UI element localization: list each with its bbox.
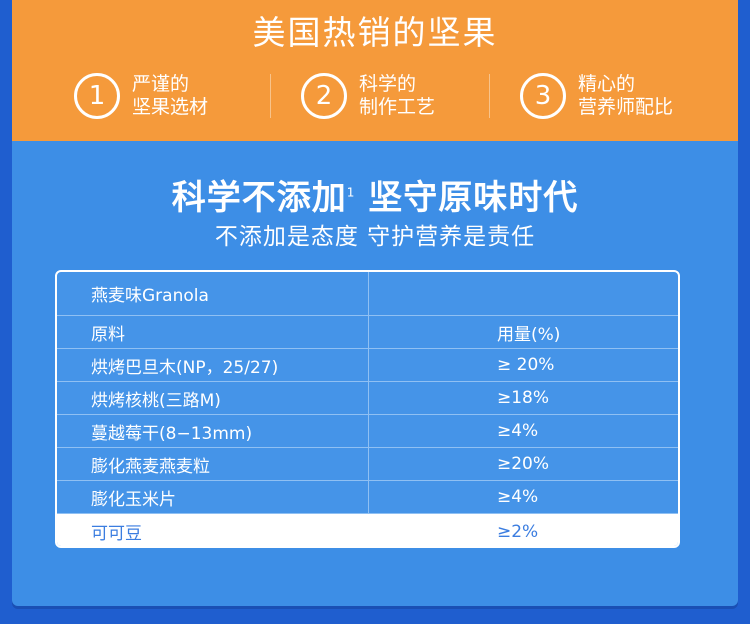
feature-1: 1 严谨的 坚果选材 [74, 70, 270, 122]
ingredient-amount: ≥4% [497, 487, 539, 507]
table-title: 燕麦味Granola [57, 272, 369, 315]
headline-footnote: 1 [346, 185, 356, 200]
table-row-highlighted: 可可豆 ≥2% [57, 514, 678, 546]
feature-2: 2 科学的 制作工艺 [271, 70, 489, 122]
feature-text-2: 科学的 制作工艺 [359, 73, 435, 119]
feature-text-3: 精心的 营养师配比 [578, 73, 673, 119]
orange-header-band: 美国热销的坚果 1 严谨的 坚果选材 2 科学的 制作工艺 3 精心的 营养师配… [12, 0, 738, 141]
headline: 科学不添加1 坚守原味时代 [0, 170, 750, 219]
ingredient-name: 烘烤核桃(三路M) [57, 382, 369, 414]
table-title-empty [369, 272, 678, 315]
feature-3-line2: 营养师配比 [578, 96, 674, 118]
table-row: 蔓越莓干(8−13mm) ≥4% [57, 415, 678, 448]
feature-2-line2: 制作工艺 [359, 96, 436, 118]
ingredient-amount: ≥2% [497, 521, 539, 542]
table-row: 烘烤核桃(三路M) ≥18% [57, 382, 678, 415]
subheadline: 不添加是态度 守护营养是责任 [214, 224, 536, 250]
feature-row: 1 严谨的 坚果选材 2 科学的 制作工艺 3 精心的 营养师配比 [74, 70, 714, 122]
feature-text-1: 严谨的 坚果选材 [132, 73, 208, 119]
ingredient-name: 烘烤巴旦木(NP，25/27) [57, 349, 369, 381]
feature-1-line1: 严谨的 [132, 73, 190, 95]
number-circle-3: 3 [520, 73, 566, 119]
number-circle-1: 1 [74, 73, 120, 119]
table-row: 烘烤巴旦木(NP，25/27) ≥ 20% [57, 349, 678, 382]
feature-3: 3 精心的 营养师配比 [490, 70, 673, 122]
feature-3-line1: 精心的 [578, 73, 636, 95]
feature-divider [489, 74, 490, 118]
header-title: 美国热销的坚果 [252, 13, 498, 52]
table-title-row: 燕麦味Granola [57, 272, 678, 316]
ingredient-amount: ≥18% [497, 388, 550, 408]
table-header-row: 原料 用量(%) [57, 316, 678, 349]
ingredient-name: 蔓越莓干(8−13mm) [57, 415, 369, 447]
table-row: 膨化玉米片 ≥4% [57, 481, 678, 514]
feature-divider [270, 74, 271, 118]
ingredient-amount: ≥ 20% [497, 355, 555, 375]
ingredient-name: 可可豆 [57, 514, 369, 546]
feature-2-line1: 科学的 [359, 73, 417, 95]
ingredient-amount: ≥20% [497, 454, 550, 474]
ingredient-name: 膨化玉米片 [57, 481, 369, 513]
ingredient-name: 膨化燕麦燕麦粒 [57, 448, 369, 480]
number-circle-2: 2 [301, 73, 347, 119]
column-header-amount: 用量(%) [497, 324, 561, 345]
headline-text-2: 坚守原味时代 [355, 178, 579, 218]
ingredients-table: 燕麦味Granola 原料 用量(%) 烘烤巴旦木(NP，25/27) ≥ 20… [55, 270, 680, 548]
headline-text: 科学不添加 [171, 178, 347, 218]
ingredient-amount: ≥4% [497, 421, 539, 441]
table-row: 膨化燕麦燕麦粒 ≥20% [57, 448, 678, 481]
feature-1-line2: 坚果选材 [132, 96, 209, 118]
column-header-ingredient: 原料 [57, 316, 369, 348]
